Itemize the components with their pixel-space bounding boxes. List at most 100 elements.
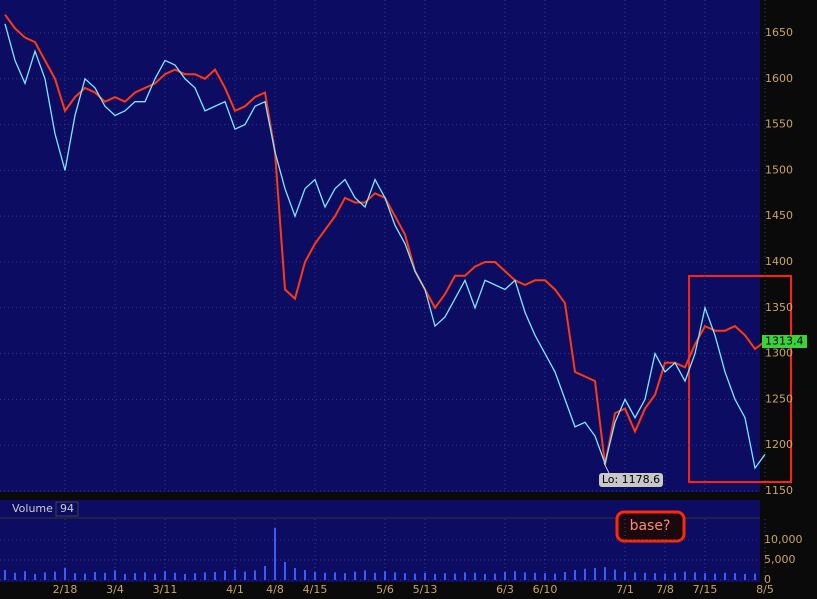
volume-bar bbox=[144, 572, 146, 580]
volume-bar bbox=[634, 572, 636, 580]
y-tick-label: 1200 bbox=[765, 438, 793, 451]
volume-bar bbox=[164, 571, 166, 580]
x-tick-label: 2/18 bbox=[53, 583, 78, 596]
volume-bar bbox=[294, 568, 296, 580]
volume-value: 94 bbox=[60, 502, 74, 515]
volume-bar bbox=[54, 571, 56, 580]
volume-bar bbox=[384, 571, 386, 580]
volume-bar bbox=[194, 573, 196, 580]
x-tick-label: 5/13 bbox=[413, 583, 438, 596]
volume-bar bbox=[724, 572, 726, 580]
volume-bar bbox=[274, 528, 276, 580]
volume-bar bbox=[444, 573, 446, 580]
x-tick-label: 7/15 bbox=[693, 583, 718, 596]
x-tick-label: 7/1 bbox=[616, 583, 634, 596]
volume-bar bbox=[224, 570, 226, 580]
volume-bar bbox=[654, 573, 656, 580]
last-price: 1313.4 bbox=[765, 335, 804, 348]
series-line bbox=[4, 23, 766, 470]
volume-bar bbox=[204, 572, 206, 580]
volume-bar bbox=[154, 573, 156, 580]
volume-bar bbox=[324, 572, 326, 580]
volume-bar bbox=[714, 573, 716, 580]
volume-bar bbox=[234, 569, 236, 580]
annotation-box bbox=[615, 510, 686, 543]
volume-value-box bbox=[55, 501, 79, 517]
x-tick-label: 5/6 bbox=[376, 583, 394, 596]
volume-bar bbox=[524, 572, 526, 580]
volume-bar bbox=[334, 572, 336, 580]
volume-bar bbox=[614, 569, 616, 580]
volume-bar bbox=[484, 574, 486, 580]
last-price-box bbox=[762, 335, 807, 348]
volume-bar bbox=[244, 571, 246, 580]
volume-bar bbox=[694, 572, 696, 580]
volume-bar bbox=[454, 573, 456, 580]
x-tick-label: 7/8 bbox=[656, 583, 674, 596]
volume-bar bbox=[604, 567, 606, 580]
volume-bar bbox=[24, 571, 26, 580]
y-tick-label: 1400 bbox=[765, 255, 793, 268]
volume-bar bbox=[504, 572, 506, 580]
volume-bar bbox=[364, 570, 366, 580]
volume-bar bbox=[554, 573, 556, 580]
volume-bar bbox=[624, 572, 626, 580]
volume-bar bbox=[734, 573, 736, 580]
volume-bar bbox=[544, 573, 546, 580]
highlight-box bbox=[688, 275, 792, 483]
volume-bar bbox=[434, 574, 436, 580]
volume-bar bbox=[64, 568, 66, 580]
volume-bar bbox=[314, 572, 316, 580]
volume-bar bbox=[184, 574, 186, 580]
volume-bar bbox=[574, 570, 576, 580]
volume-bar bbox=[594, 568, 596, 580]
volume-bar bbox=[14, 572, 16, 580]
volume-bar bbox=[284, 562, 286, 580]
volume-bar bbox=[744, 574, 746, 580]
volume-bar bbox=[44, 572, 46, 580]
y-tick-label: 5,000 bbox=[764, 553, 796, 566]
volume-bar bbox=[254, 570, 256, 580]
volume-bar bbox=[114, 570, 116, 580]
y-tick-label: 1600 bbox=[765, 72, 793, 85]
volume-bar bbox=[354, 571, 356, 580]
y-tick-label: 1500 bbox=[765, 163, 793, 176]
y-tick-label: 1300 bbox=[765, 347, 793, 360]
volume-bar bbox=[664, 573, 666, 580]
volume-bar bbox=[344, 573, 346, 580]
volume-bar bbox=[4, 570, 6, 580]
volume-bar bbox=[124, 574, 126, 580]
volume-title: Volume bbox=[12, 502, 53, 515]
x-tick-label: 4/1 bbox=[226, 583, 244, 596]
volume-bar bbox=[304, 570, 306, 580]
y-tick-label: 10,000 bbox=[764, 533, 803, 546]
x-tick-label: 4/15 bbox=[303, 583, 328, 596]
volume-bar bbox=[134, 573, 136, 580]
volume-bar bbox=[34, 574, 36, 580]
x-tick-label: 6/10 bbox=[533, 583, 558, 596]
low-label: Lo: 1178.6 bbox=[602, 473, 660, 486]
y-tick-label: 0 bbox=[764, 573, 771, 586]
y-tick-label: 1450 bbox=[765, 209, 793, 222]
y-tick-label: 1650 bbox=[765, 26, 793, 39]
volume-bar bbox=[394, 572, 396, 580]
x-tick-label: 4/8 bbox=[266, 583, 284, 596]
volume-bar bbox=[704, 573, 706, 580]
low-label-box bbox=[599, 473, 663, 487]
volume-bar bbox=[564, 572, 566, 580]
volume-bar bbox=[464, 572, 466, 580]
price-panel bbox=[0, 0, 760, 492]
volume-bar bbox=[534, 572, 536, 580]
volume-bar bbox=[754, 573, 756, 580]
volume-bar bbox=[84, 573, 86, 580]
volume-bar bbox=[214, 572, 216, 580]
x-tick-label: 3/4 bbox=[106, 583, 124, 596]
y-tick-label: 1250 bbox=[765, 392, 793, 405]
volume-bar bbox=[494, 573, 496, 580]
volume-bar bbox=[104, 572, 106, 580]
volume-bar bbox=[404, 573, 406, 580]
volume-bar bbox=[94, 572, 96, 580]
volume-bar bbox=[474, 572, 476, 580]
y-tick-label: 1350 bbox=[765, 301, 793, 314]
